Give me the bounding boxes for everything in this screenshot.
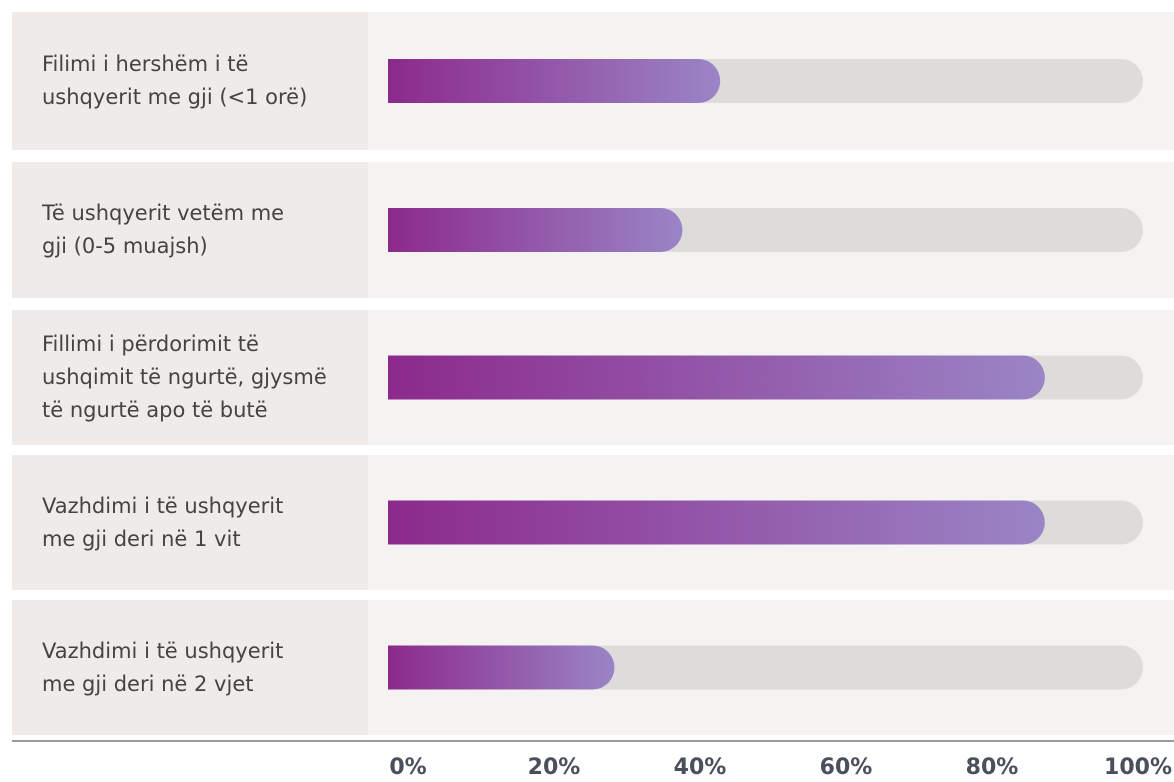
x-tick-label: 40%: [674, 755, 727, 780]
x-tick-label: 100%: [1104, 755, 1172, 780]
bar: [388, 645, 615, 690]
x-tick-label: 0%: [389, 755, 426, 780]
bar: [388, 500, 1045, 545]
label-panel: [12, 12, 368, 150]
category-label: Vazhdimi i të ushqyerit me gji deri në 2…: [42, 638, 284, 696]
label-panel: [12, 455, 368, 590]
x-tick-label: 20%: [528, 755, 581, 780]
bar: [388, 208, 683, 252]
category-label: Vazhdimi i të ushqyerit me gji deri në 1…: [42, 493, 284, 551]
label-panel: [12, 310, 368, 445]
category-label: Filimi i hershëm i të ushqyerit me gji (…: [42, 52, 308, 109]
label-panel: [12, 600, 368, 735]
category-label: Fillimi i përdorimit të ushqimit të ngur…: [42, 332, 327, 422]
label-panel: [12, 162, 368, 298]
bar: [388, 59, 721, 103]
x-tick-label: 80%: [966, 755, 1019, 780]
bar: [388, 355, 1045, 400]
category-label: Të ushqyerit vetëm me gji (0-5 muajsh): [42, 201, 285, 258]
x-tick-label: 60%: [820, 755, 873, 780]
